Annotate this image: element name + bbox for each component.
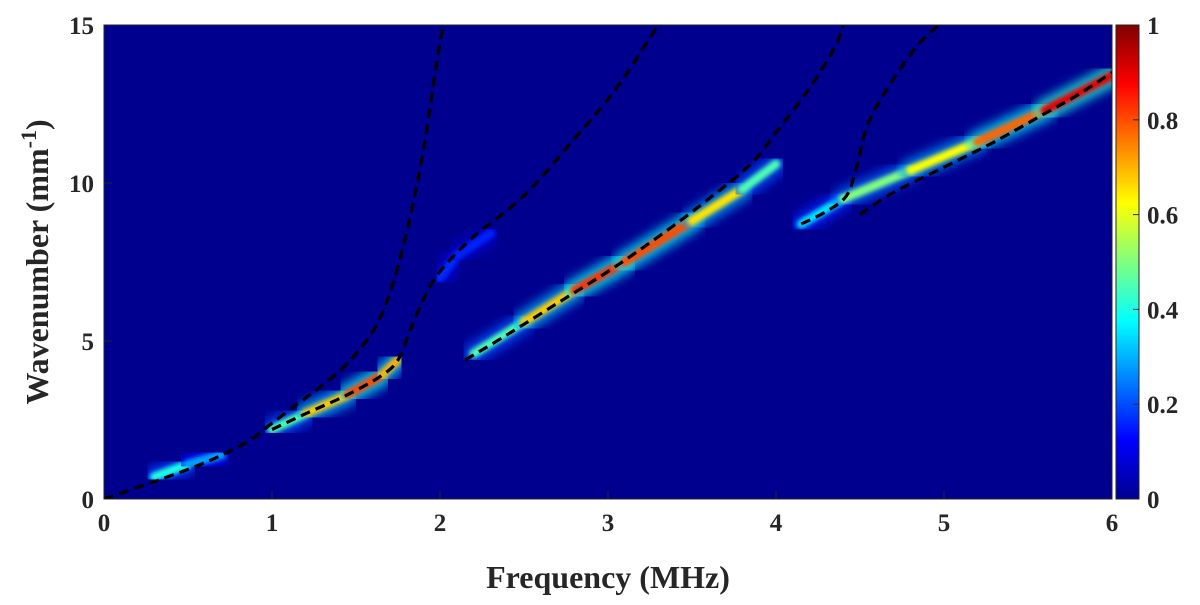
dashed-curves-layer (104, 25, 1112, 499)
colorbar-tick-label: 0.4 (1147, 297, 1179, 324)
ridge-core (838, 165, 915, 204)
intensity-ridge-mode-4 (429, 222, 502, 289)
colorbar-tick-label: 0.2 (1147, 392, 1178, 419)
colorbar (1115, 24, 1140, 500)
dashed-curve-5 (859, 71, 1112, 216)
y-axis-ticks: 0 5 10 15 (69, 13, 112, 514)
y-tick-label: 0 (82, 487, 95, 514)
x-tick-label: 6 (1106, 510, 1119, 537)
ridge-core (973, 105, 1050, 147)
x-tick-label: 1 (266, 510, 279, 537)
colorbar-tick-label: 1 (1147, 13, 1160, 40)
ridge-core (737, 159, 781, 194)
colorbar-tick-label: 0.6 (1147, 203, 1178, 230)
ridge-core (452, 229, 495, 261)
y-axis-label-close: ) (19, 119, 55, 130)
x-axis-label: Frequency (MHz) (486, 559, 730, 595)
colorbar-ticks: 0 0.2 0.4 0.6 0.8 1 (1133, 13, 1179, 514)
x-tick-label: 4 (770, 510, 783, 537)
x-tick-label: 0 (98, 510, 111, 537)
dashed-curve-2 (271, 25, 660, 431)
ridge-core (620, 216, 697, 267)
y-tick-label: 5 (82, 329, 95, 356)
x-axis-ticks: 0 1 2 3 4 5 6 (98, 491, 1119, 537)
intensity-ridge-mode-2 (462, 153, 787, 365)
dashed-curve-1 (104, 25, 445, 499)
colorbar-tick-label: 0 (1147, 487, 1160, 514)
y-axis-label-superscript: -1 (16, 130, 41, 148)
x-tick-label: 2 (434, 510, 447, 537)
y-axis-label-main: Wavenumber (mm (19, 148, 55, 405)
y-axis-label: Wavenumber (mm-1) (16, 119, 55, 404)
x-tick-label: 5 (938, 510, 951, 537)
colorbar-tick-label: 0.8 (1147, 108, 1178, 135)
x-tick-label: 3 (602, 510, 615, 537)
dashed-curve-3 (464, 25, 845, 362)
y-tick-label: 15 (69, 13, 94, 40)
y-tick-label: 10 (69, 171, 94, 198)
ridge-core (905, 137, 983, 175)
